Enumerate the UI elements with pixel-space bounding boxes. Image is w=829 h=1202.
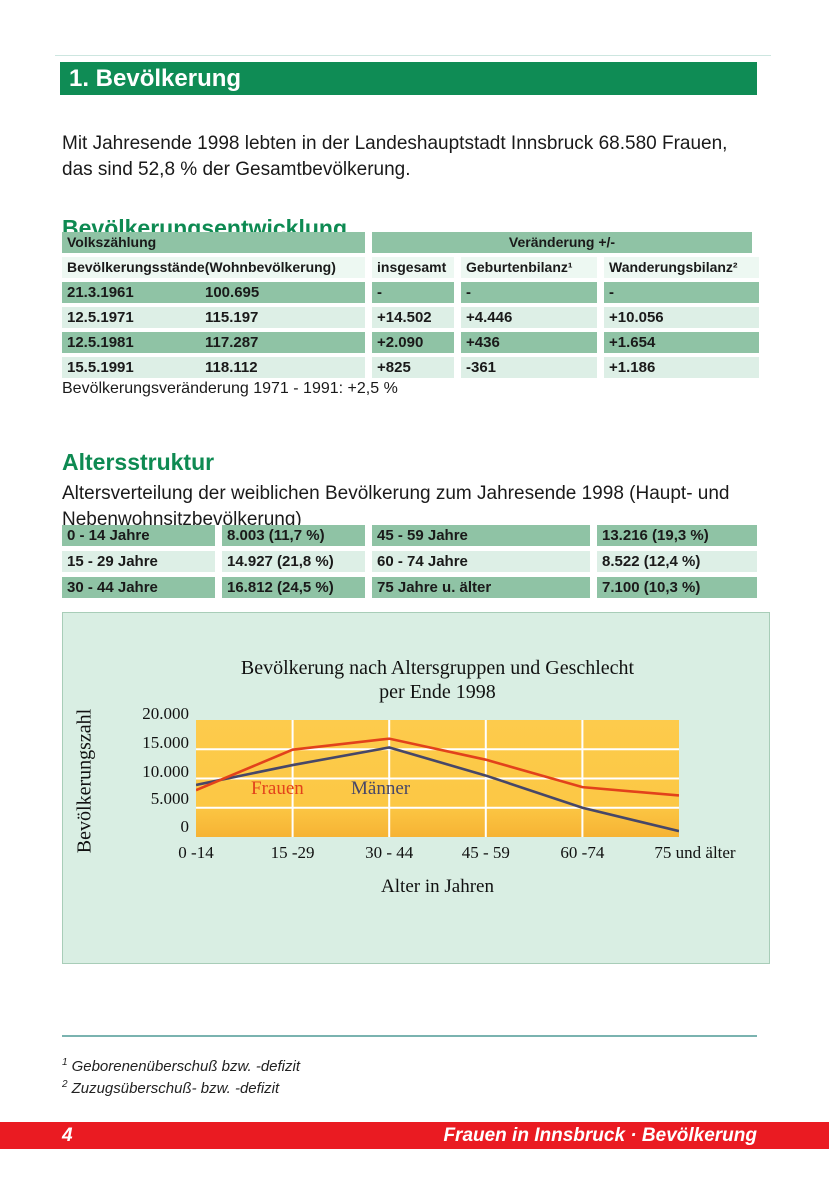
legend-maenner: Männer xyxy=(351,778,411,799)
cell-date-count: 21.3.1961 100.695 xyxy=(62,282,365,303)
y-tick: 10.000 xyxy=(142,762,189,781)
chart-lines-svg xyxy=(196,720,679,837)
table-row: 15.5.1991 118.112 +825 -361 +1.186 xyxy=(62,357,759,378)
legend-frauen: Frauen xyxy=(251,778,304,799)
age-value: 16.812 (24,5 %) xyxy=(222,577,365,598)
cell-births: -361 xyxy=(461,357,597,378)
table-group-header-row: Volkszählung Veränderung +/- xyxy=(62,232,759,253)
cell-count: 115.197 xyxy=(205,309,259,326)
x-tick: 60 -74 xyxy=(560,843,605,862)
population-change-note: Bevölkerungsveränderung 1971 - 1991: +2,… xyxy=(62,380,398,397)
age-label: 15 - 29 Jahre xyxy=(62,551,215,572)
footnote-2: 2 Zuzugsüberschuß- bzw. -defizit xyxy=(62,1079,279,1097)
x-tick: 45 - 59 xyxy=(461,843,510,862)
age-table: 0 - 14 Jahre 8.003 (11,7 %) 45 - 59 Jahr… xyxy=(62,525,757,603)
chapter-header-bar: 1. Bevölkerung xyxy=(60,62,757,95)
population-chart: Bevölkerung nach Altersgruppen und Gesch… xyxy=(62,612,770,964)
section-heading-age: Altersstruktur xyxy=(62,449,215,476)
group-header-veraenderung: Veränderung +/- xyxy=(372,232,752,253)
cell-date-count: 12.5.1971 115.197 xyxy=(62,307,365,328)
x-tick: 30 - 44 xyxy=(365,843,414,862)
age-label: 75 Jahre u. älter xyxy=(372,577,590,598)
table-row: 30 - 44 Jahre 16.812 (24,5 %) 75 Jahre u… xyxy=(62,577,757,598)
footnote-divider xyxy=(62,1035,757,1037)
y-tick: 15.000 xyxy=(142,733,189,752)
cell-count: 100.695 xyxy=(205,284,260,301)
cell-date: 21.3.1961 xyxy=(67,284,134,301)
cell-date: 15.5.1991 xyxy=(67,359,134,376)
age-value: 8.522 (12,4 %) xyxy=(597,551,757,572)
table-column-header-row: Bevölkerungsstände(Wohnbevölkerung) insg… xyxy=(62,257,759,278)
x-tick: 0 -14 xyxy=(178,843,214,862)
cell-count: 118.112 xyxy=(205,359,258,376)
cell-date: 12.5.1971 xyxy=(67,309,134,326)
table-row: 12.5.1971 115.197 +14.502 +4.446 +10.056 xyxy=(62,307,759,328)
footnote-1: 1 Geborenenüberschuß bzw. -defizit xyxy=(62,1057,300,1075)
age-label: 0 - 14 Jahre xyxy=(62,525,215,546)
chart-x-ticks: 0 -14 15 -29 30 - 44 45 - 59 60 -74 75 und äl… xyxy=(178,843,735,867)
x-tick: 15 -29 xyxy=(270,843,315,862)
intro-paragraph: Mit Jahresende 1998 lebten in der Landes… xyxy=(62,133,728,180)
cell-births: - xyxy=(461,282,597,303)
y-tick: 20.000 xyxy=(142,704,189,723)
table-row: 15 - 29 Jahre 14.927 (21,8 %) 60 - 74 Ja… xyxy=(62,551,757,572)
cell-births: +436 xyxy=(461,332,597,353)
table-row: 12.5.1981 117.287 +2.090 +436 +1.654 xyxy=(62,332,759,353)
chart-subtitle: per Ende 1998 xyxy=(379,681,496,703)
cell-total: +825 xyxy=(372,357,454,378)
cell-count: 117.287 xyxy=(205,334,259,351)
column-header-geburtenbilanz: Geburtenbilanz¹ xyxy=(461,257,597,278)
y-tick: 5.000 xyxy=(150,789,189,808)
cell-total: +2.090 xyxy=(372,332,454,353)
age-label: 60 - 74 Jahre xyxy=(372,551,590,572)
column-header-wanderungsbilanz: Wanderungsbilanz² xyxy=(604,257,759,278)
age-value: 8.003 (11,7 %) xyxy=(222,525,365,546)
page-number: 4 xyxy=(62,1125,73,1146)
column-header-insgesamt: insgesamt xyxy=(372,257,454,278)
footnote-marker: 2 xyxy=(62,1079,68,1090)
population-table: Volkszählung Veränderung +/- Bevölkerung… xyxy=(62,232,759,382)
chart-plot-area: Frauen Männer xyxy=(196,720,679,837)
cell-migration: +1.654 xyxy=(604,332,759,353)
chapter-title: 1. Bevölkerung xyxy=(69,65,242,92)
footnote-marker: 1 xyxy=(62,1057,68,1068)
group-header-volkszaehlung: Volkszählung xyxy=(62,232,365,253)
footnote-text: Zuzugsüberschuß- bzw. -defizit xyxy=(71,1080,280,1097)
page-top-rule xyxy=(55,55,771,56)
age-value: 13.216 (19,3 %) xyxy=(597,525,757,546)
cell-total: - xyxy=(372,282,454,303)
cell-births: +4.446 xyxy=(461,307,597,328)
cell-migration: +10.056 xyxy=(604,307,759,328)
cell-migration: +1.186 xyxy=(604,357,759,378)
cell-migration: - xyxy=(604,282,759,303)
footer-bar: 4 Frauen in Innsbruck · Bevölkerung xyxy=(0,1122,829,1149)
y-tick: 0 xyxy=(180,817,190,836)
cell-date-count: 12.5.1981 117.287 xyxy=(62,332,365,353)
x-tick: 75 und älter xyxy=(654,843,736,862)
age-value: 14.927 (21,8 %) xyxy=(222,551,365,572)
cell-date-count: 15.5.1991 118.112 xyxy=(62,357,365,378)
chart-x-axis-label: Alter in Jahren xyxy=(381,876,494,897)
column-header-bestand: Bevölkerungsstände(Wohnbevölkerung) xyxy=(62,257,365,278)
cell-total: +14.502 xyxy=(372,307,454,328)
footer-title: Frauen in Innsbruck · Bevölkerung xyxy=(443,1125,757,1146)
age-label: 30 - 44 Jahre xyxy=(62,577,215,598)
table-row: 0 - 14 Jahre 8.003 (11,7 %) 45 - 59 Jahr… xyxy=(62,525,757,546)
table-row: 21.3.1961 100.695 - - - xyxy=(62,282,759,303)
chart-title: Bevölkerung nach Altersgruppen und Gesch… xyxy=(240,657,635,679)
age-label: 45 - 59 Jahre xyxy=(372,525,590,546)
cell-date: 12.5.1981 xyxy=(67,334,134,351)
age-value: 7.100 (10,3 %) xyxy=(597,577,757,598)
footnote-text: Geborenenüberschuß bzw. -defizit xyxy=(71,1058,301,1075)
age-section-subtitle: Altersverteilung der weiblichen Bevölker… xyxy=(62,483,730,530)
